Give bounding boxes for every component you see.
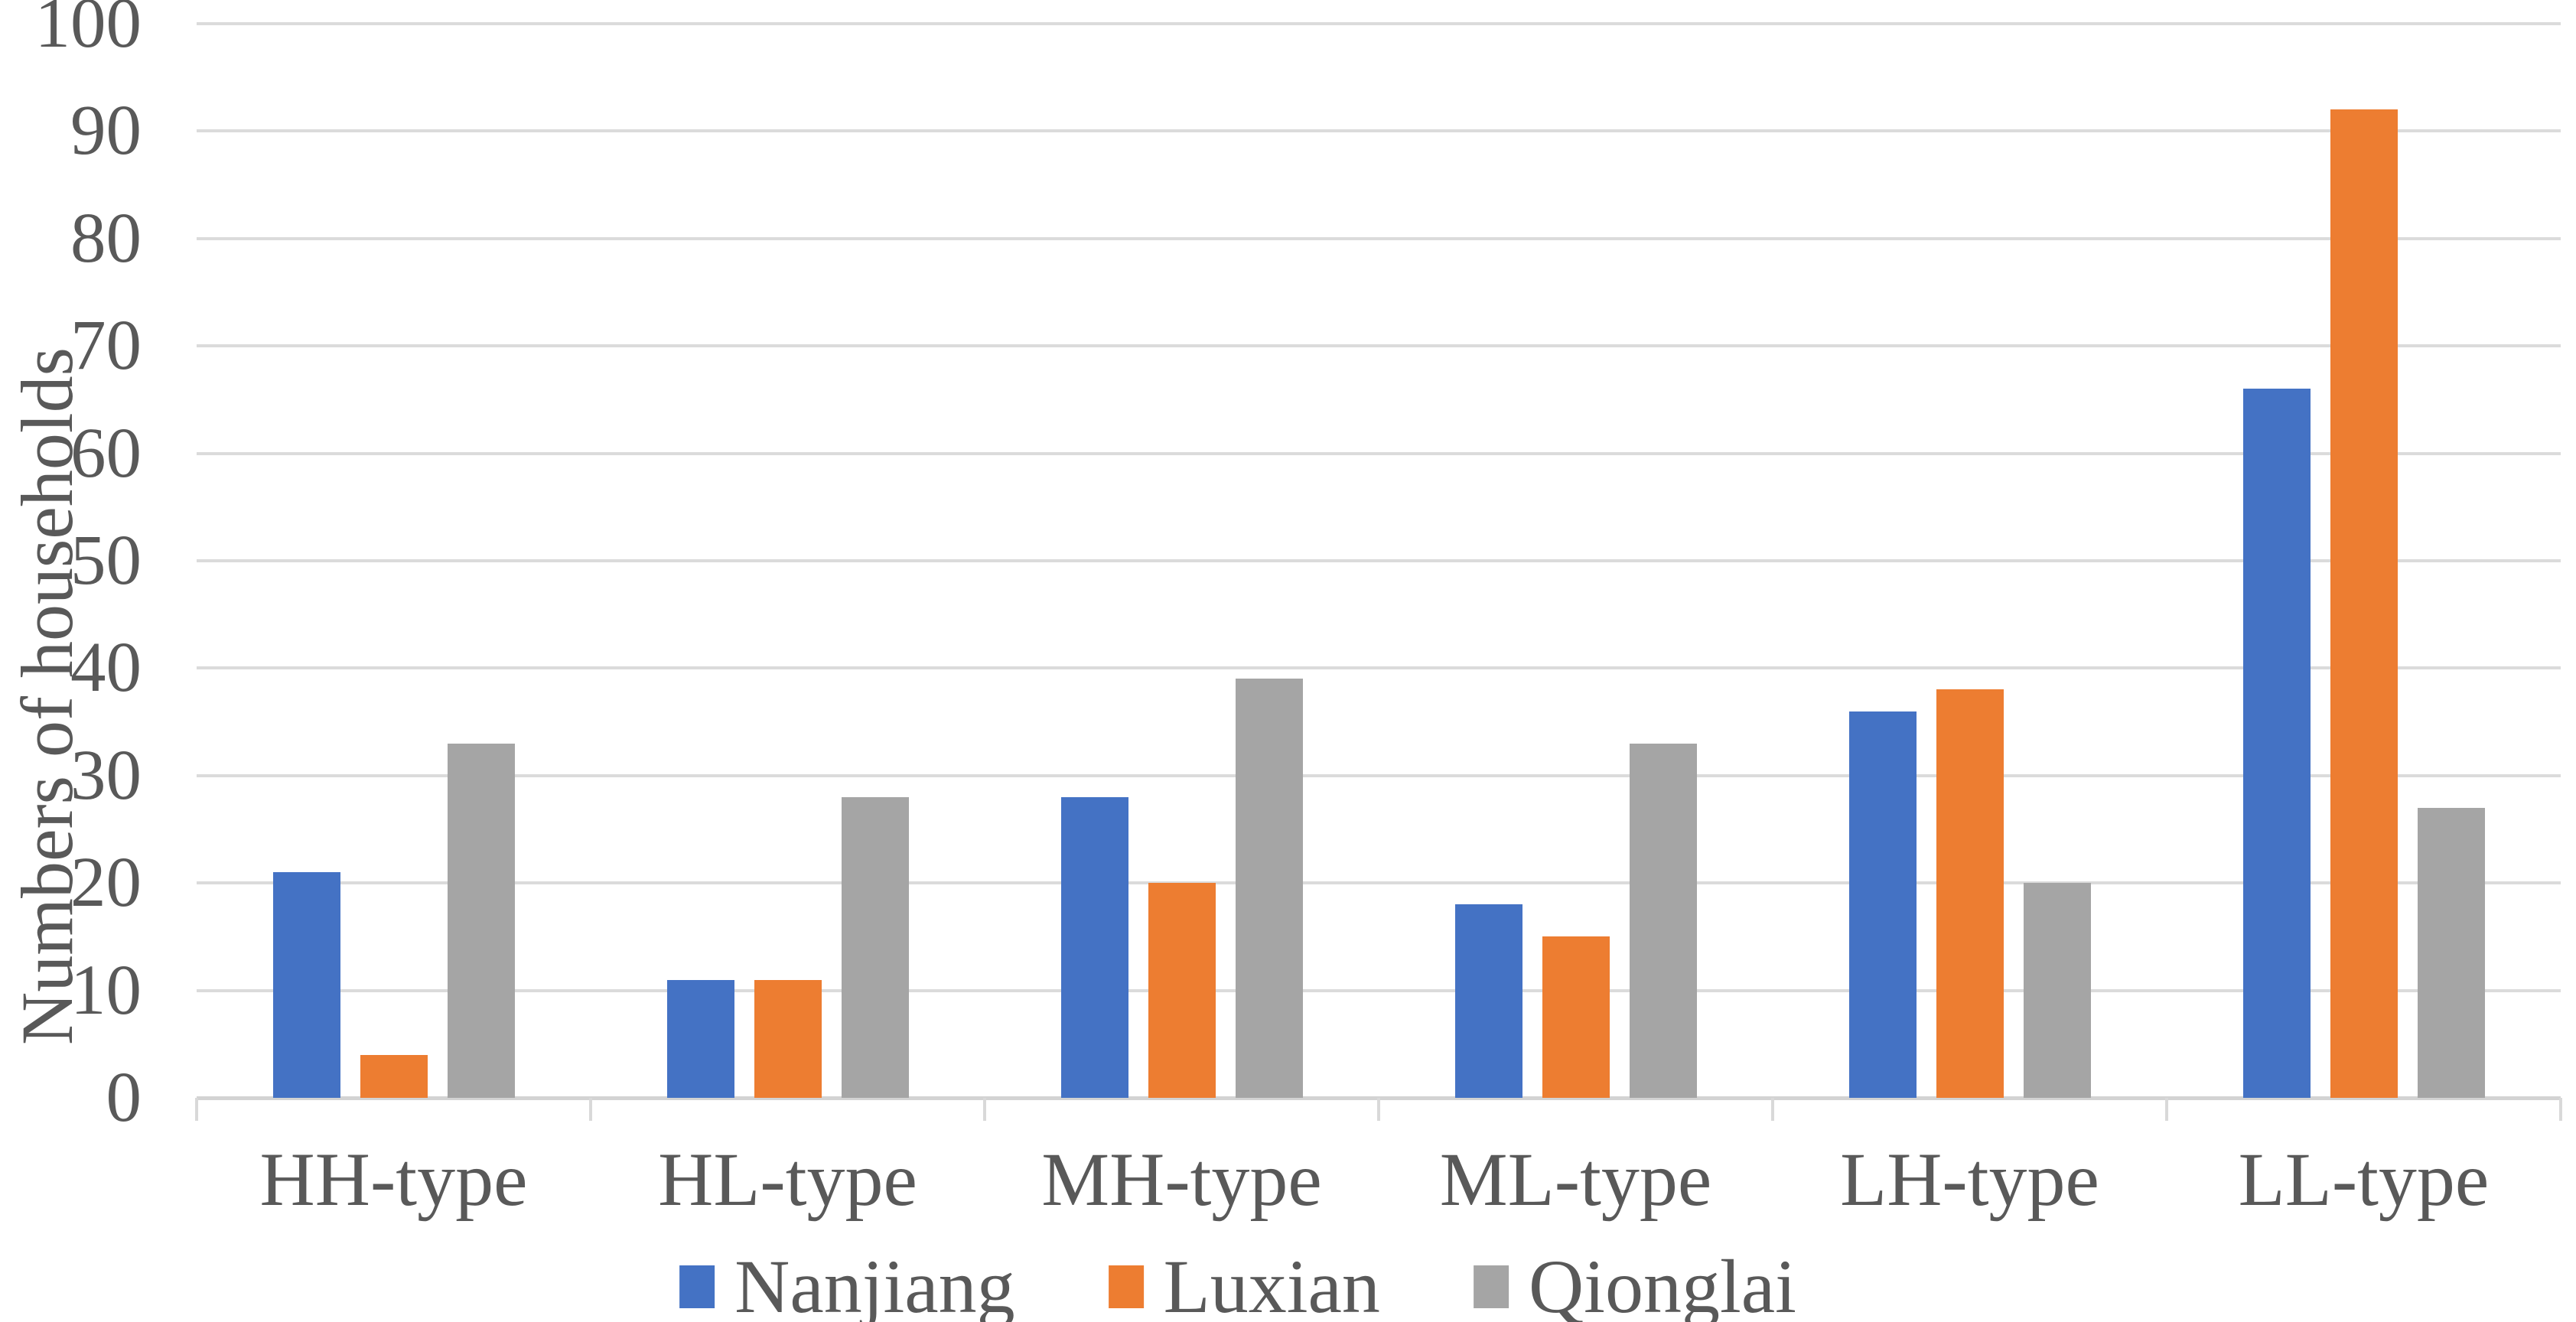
x-axis-tick [1771, 1098, 1774, 1121]
y-tick-label-90: 90 [70, 91, 142, 170]
gridline-50 [197, 559, 2561, 562]
legend-label-nanjiang: Nanjiang [734, 1244, 1015, 1322]
bar-nanjiang-hh-type [273, 872, 340, 1098]
bar-qionglai-mh-type [1236, 679, 1303, 1098]
gridline-10 [197, 989, 2561, 992]
bar-luxian-ll-type [2330, 109, 2398, 1098]
category-label-ll-type: LL-type [2238, 1137, 2490, 1222]
legend-item-luxian: Luxian [1108, 1244, 1380, 1322]
category-label-ml-type: ML-type [1439, 1137, 1712, 1222]
legend-marker-luxian-icon [1108, 1265, 1144, 1308]
gridline-90 [197, 129, 2561, 132]
bar-qionglai-ll-type [2418, 808, 2485, 1098]
x-axis-tick [2165, 1098, 2168, 1121]
y-tick-label-0: 0 [106, 1058, 142, 1137]
legend-label-luxian: Luxian [1163, 1244, 1380, 1322]
gridline-80 [197, 237, 2561, 240]
x-axis-tick [195, 1098, 198, 1121]
x-axis-tick [589, 1098, 592, 1121]
y-tick-label-20: 20 [70, 843, 142, 922]
bar-luxian-hl-type [754, 980, 822, 1098]
gridline-70 [197, 344, 2561, 347]
y-tick-label-70: 70 [70, 306, 142, 385]
bar-luxian-mh-type [1148, 883, 1216, 1098]
x-axis-tick [1377, 1098, 1380, 1121]
y-tick-label-30: 30 [70, 736, 142, 815]
bar-qionglai-hh-type [448, 744, 515, 1098]
legend-item-qionglai: Qionglai [1473, 1244, 1796, 1322]
gridline-30 [197, 774, 2561, 777]
category-label-hl-type: HL-type [658, 1137, 917, 1222]
category-label-lh-type: LH-type [1840, 1137, 2099, 1222]
legend-marker-qionglai-icon [1473, 1265, 1509, 1308]
legend-marker-nanjiang-icon [679, 1265, 715, 1308]
legend: Nanjiang Luxian Qionglai [679, 1245, 1796, 1322]
legend-label-qionglai: Qionglai [1528, 1244, 1796, 1322]
y-tick-label-60: 60 [70, 414, 142, 493]
y-tick-label-50: 50 [70, 521, 142, 600]
gridline-60 [197, 452, 2561, 455]
bar-nanjiang-mh-type [1061, 797, 1128, 1098]
y-tick-label-10: 10 [70, 951, 142, 1030]
bar-luxian-ml-type [1542, 936, 1610, 1098]
bar-qionglai-hl-type [842, 797, 909, 1098]
y-tick-label-40: 40 [70, 628, 142, 707]
x-axis-tick [2559, 1098, 2562, 1121]
bar-nanjiang-ml-type [1455, 904, 1522, 1098]
bar-qionglai-lh-type [2024, 883, 2091, 1098]
bar-nanjiang-hl-type [667, 980, 734, 1098]
category-label-mh-type: MH-type [1041, 1137, 1322, 1222]
y-tick-label-80: 80 [70, 199, 142, 278]
bar-nanjiang-lh-type [1849, 711, 1917, 1098]
bar-luxian-lh-type [1936, 689, 2004, 1098]
gridline-40 [197, 666, 2561, 669]
category-label-hh-type: HH-type [259, 1137, 528, 1222]
legend-item-nanjiang: Nanjiang [679, 1245, 1015, 1322]
gridline-100 [197, 22, 2561, 25]
bar-luxian-hh-type [360, 1055, 428, 1098]
x-axis-tick [983, 1098, 986, 1121]
gridline-20 [197, 881, 2561, 884]
bar-qionglai-ml-type [1630, 744, 1697, 1098]
bar-nanjiang-ll-type [2243, 389, 2311, 1098]
y-tick-label-100: 100 [34, 0, 142, 63]
